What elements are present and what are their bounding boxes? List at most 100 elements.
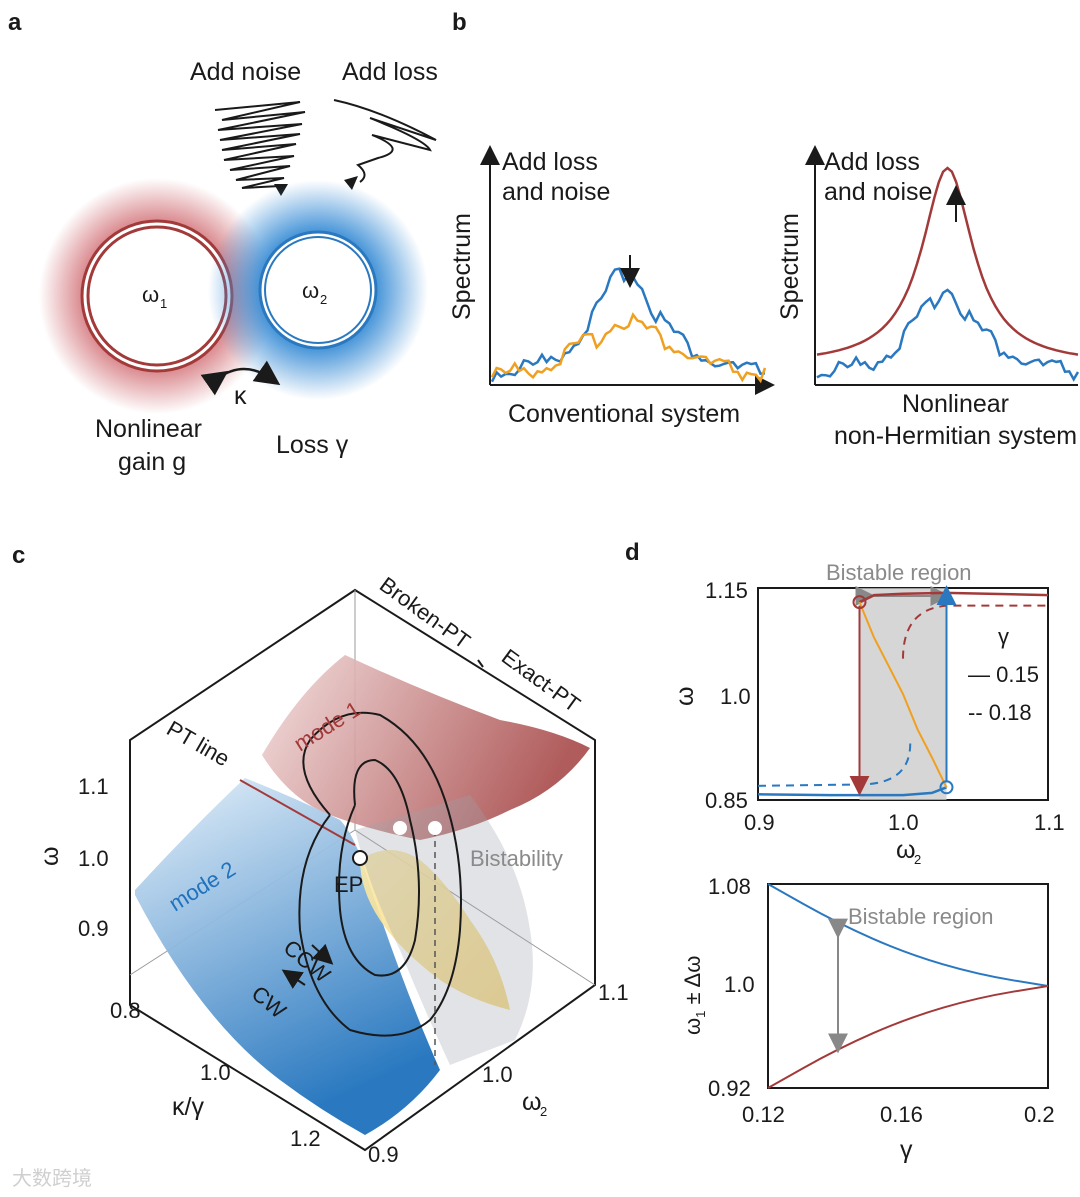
pt-divider-tick xyxy=(477,659,484,668)
top-legend-dashed: -- 0.18 xyxy=(968,700,1032,725)
z-tick-1: 1.1 xyxy=(78,774,109,799)
add-noise-label: Add noise xyxy=(190,58,301,86)
y-tick-1: 0.8 xyxy=(110,998,141,1023)
loop-inner xyxy=(338,758,420,977)
spectrum-right-ylabel: Spectrum xyxy=(776,213,804,320)
bistability-label: Bistability xyxy=(470,846,563,871)
top-xlabel-sub: 2 xyxy=(914,852,921,867)
noise-scribble-icon xyxy=(214,101,306,189)
panel-c-letter: c xyxy=(12,542,25,569)
spectrum-right-blue-series xyxy=(816,288,1080,382)
spectrum-right-red-series xyxy=(816,166,1079,356)
spectrum-right-xlabel2: non-Hermitian system xyxy=(834,422,1077,450)
y-axis-label: κ/γ xyxy=(172,1093,204,1121)
loss-squiggle-icon xyxy=(333,99,437,183)
loss-arrowhead-icon xyxy=(344,176,358,190)
z-tick-3: 0.9 xyxy=(78,916,109,941)
spectrum-right-xlabel1: Nonlinear xyxy=(902,390,1009,418)
spectrum-right: Add loss and noise Spectrum Nonlinear no… xyxy=(776,145,1080,450)
resonator-2-ring-outer xyxy=(258,230,378,350)
bistable-point-1 xyxy=(393,821,407,835)
top-xlabel: ω xyxy=(896,836,916,864)
spectrum-left: Add loss and noise Spectrum Conventional… xyxy=(448,145,775,428)
top-xtick-3: 1.1 xyxy=(1034,810,1065,835)
coupling-arrow-icon xyxy=(200,360,281,396)
add-loss-label: Add loss xyxy=(342,58,438,86)
panel-c: c Broken-PT Exact-PT PT xyxy=(12,542,629,1167)
bottom-lower-curve xyxy=(767,985,1049,1089)
top-red-turning-point xyxy=(852,595,867,610)
bottom-ylabel: ω1 ± Δω xyxy=(680,956,708,1035)
bistability-plot-top: Bistable region γ — 0.15 -- 0.18 1.15 1.… xyxy=(671,560,1065,867)
top-legend-title: γ xyxy=(998,624,1009,649)
loop-outer xyxy=(298,711,462,1037)
bottom-ylabel-group: ω1 ± Δω xyxy=(680,956,708,1035)
spectrum-right-title1: Add loss xyxy=(824,148,920,176)
loss-label: Loss γ xyxy=(276,431,349,459)
top-ytick-3: 0.85 xyxy=(705,788,748,813)
bottom-xtick-1: 0.12 xyxy=(742,1102,785,1127)
omega2-sub: 2 xyxy=(320,292,327,307)
top-unstable-branch xyxy=(858,601,948,788)
bistability-surface xyxy=(355,795,533,1065)
bottom-xtick-3: 0.2 xyxy=(1024,1102,1055,1127)
bottom-xlabel: γ xyxy=(900,1136,913,1164)
spectrum-left-title2: and noise xyxy=(502,178,610,206)
panel-a-letter: a xyxy=(8,9,22,36)
top-plot-title: Bistable region xyxy=(826,560,972,585)
bottom-upper-curve xyxy=(767,883,1049,987)
top-xtick-2: 1.0 xyxy=(888,810,919,835)
bottom-ytick-3: 0.92 xyxy=(708,1076,751,1101)
resonator-1-core xyxy=(82,221,232,371)
top-legend-solid: — 0.15 xyxy=(968,662,1039,687)
omega1-label: ω xyxy=(142,282,159,307)
spectrum-left-title1: Add loss xyxy=(502,148,598,176)
top-upper-branch-solid xyxy=(858,591,1049,604)
top-ytick-1: 1.15 xyxy=(705,578,748,603)
spectrum-left-ylabel: Spectrum xyxy=(448,213,476,320)
x-tick-3: 0.9 xyxy=(368,1142,399,1167)
spectrum-left-xlabel: Conventional system xyxy=(508,400,740,428)
bottom-ytick-2: 1.0 xyxy=(724,972,755,997)
watermark: 大数跨境 xyxy=(12,1167,92,1190)
bottom-ylabel-sub: 1 xyxy=(693,1011,708,1018)
bottom-ylabel-omega: ω xyxy=(680,1018,705,1035)
y-tick-3: 1.2 xyxy=(290,1126,321,1151)
loop-cw-arrow xyxy=(281,969,306,989)
top-ytick-2: 1.0 xyxy=(720,684,751,709)
top-xtick-1: 0.9 xyxy=(744,810,775,835)
pt-line-label: PT line xyxy=(163,716,234,772)
panel-b-letter: b xyxy=(452,9,467,36)
panel-d-letter: d xyxy=(625,539,640,566)
top-lower-branch-solid xyxy=(757,786,947,797)
resonator-2-ring-inner xyxy=(264,236,372,344)
pt-line-stroke xyxy=(239,779,356,846)
bottom-ylabel-rest: ± Δω xyxy=(680,956,705,1011)
x-tick-1: 1.1 xyxy=(598,980,629,1005)
spectrum-left-orange-series xyxy=(490,312,767,384)
bistability-plot-bottom: Bistable region 1.08 1.0 0.92 ω1 ± Δω 0.… xyxy=(680,874,1055,1164)
bottom-xtick-2: 0.16 xyxy=(880,1102,923,1127)
y-tick-2: 1.0 xyxy=(200,1060,231,1085)
top-upper-branch-dashed xyxy=(902,604,1048,659)
resonator-2-core xyxy=(260,232,376,348)
z-tick-2: 1.0 xyxy=(78,846,109,871)
x-axis-label-sub: 2 xyxy=(540,1104,547,1119)
ep-marker xyxy=(352,850,368,866)
bottom-plot-title: Bistable region xyxy=(848,904,994,929)
spectrum-right-title2: and noise xyxy=(824,178,932,206)
top-ylabel: ω xyxy=(671,686,699,706)
panel-a: a Add noise Add loss ω 1 ω 2 κ Nonlinear… xyxy=(8,9,438,476)
x-tick-2: 1.0 xyxy=(482,1062,513,1087)
bistable-point-2 xyxy=(428,821,442,835)
ep-label: EP xyxy=(334,872,363,897)
x-axis-label: ω xyxy=(522,1088,542,1116)
kappa-label: κ xyxy=(234,382,247,410)
gain-label-line2: gain g xyxy=(118,448,186,476)
mode1-surface xyxy=(262,655,590,840)
bottom-ytick-1: 1.08 xyxy=(708,874,751,899)
panel-b: b Add loss and noise Spectrum Convention… xyxy=(448,9,1080,450)
omega2-label: ω xyxy=(302,278,319,303)
top-blue-turning-point xyxy=(939,780,954,795)
